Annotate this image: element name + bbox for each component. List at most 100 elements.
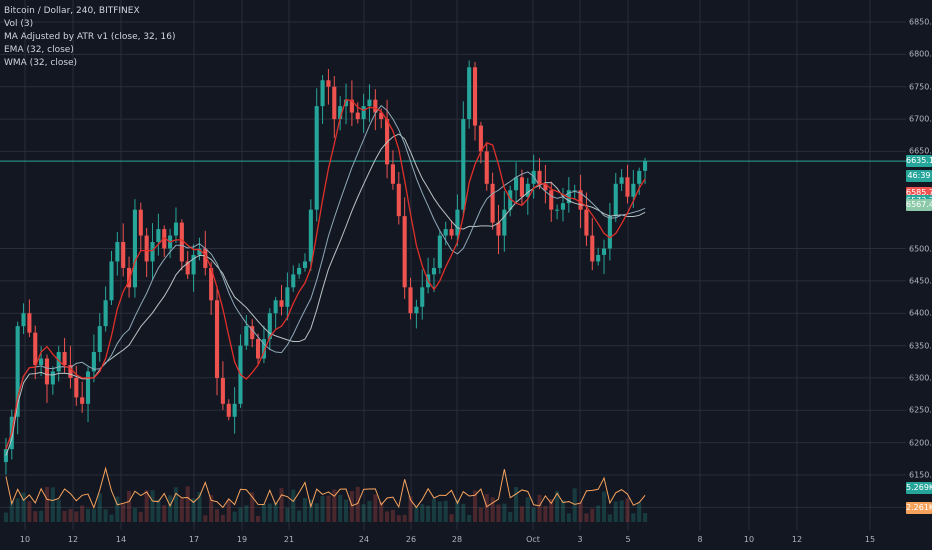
candle: [637, 170, 642, 184]
volume-bar: [285, 507, 290, 522]
volume-bar: [44, 486, 50, 522]
candle: [197, 248, 202, 255]
volume-bar: [525, 497, 530, 522]
volume-bar: [560, 500, 566, 522]
candle: [109, 261, 114, 301]
volume-bar: [33, 511, 38, 522]
candle: [302, 261, 308, 268]
candle: [39, 358, 44, 365]
time-label: 5: [625, 535, 631, 544]
volume-bar: [226, 499, 231, 522]
volume-bar: [543, 505, 548, 522]
candle: [560, 203, 566, 210]
price-label: 6200.0: [909, 438, 932, 448]
candle: [443, 229, 448, 236]
candle: [361, 106, 366, 120]
volume-bar: [91, 508, 96, 522]
volume-bar: [273, 502, 278, 522]
volume-bar: [390, 509, 395, 522]
candle: [85, 371, 91, 404]
volume-bar: [9, 500, 14, 522]
candle: [555, 209, 560, 211]
candle: [332, 86, 337, 120]
time-label: 26: [405, 535, 417, 544]
candle: [127, 267, 132, 288]
candle: [285, 287, 290, 307]
volume-bar: [402, 514, 407, 522]
candle: [478, 125, 483, 152]
candle: [68, 364, 73, 378]
candle: [132, 209, 137, 288]
candle: [496, 222, 501, 236]
volume-bar: [449, 514, 454, 522]
volume-bar: [519, 506, 524, 522]
volume-bar: [631, 513, 636, 522]
candle: [121, 242, 126, 268]
candle: [508, 190, 513, 210]
volume-bar: [267, 503, 272, 522]
volume-bar: [302, 497, 308, 522]
candle: [367, 99, 372, 107]
candle: [156, 229, 161, 243]
candle: [414, 306, 419, 314]
candle: [56, 352, 61, 372]
price-label: 6700.0: [909, 114, 932, 124]
time-label: 12: [791, 535, 803, 544]
candle: [396, 183, 401, 217]
volume-bar: [572, 488, 577, 522]
time-label: 15: [864, 535, 876, 544]
candle: [379, 112, 384, 120]
candle: [326, 80, 331, 87]
candle: [625, 177, 630, 197]
indicator-wma[interactable]: WMA (32, close): [4, 58, 78, 68]
candle: [343, 99, 349, 107]
candle: [297, 267, 302, 275]
volume-bar: [426, 505, 431, 522]
volume-bar: [138, 512, 143, 522]
volume-bar: [214, 509, 220, 522]
volume-bar: [414, 506, 419, 522]
volume-bar: [68, 509, 73, 522]
indicator-ema[interactable]: EMA (32, close): [4, 45, 74, 55]
candle: [44, 358, 50, 385]
volume-bar: [549, 498, 554, 522]
chart-background: [0, 0, 906, 530]
volume-bar: [379, 501, 384, 522]
candle: [402, 216, 407, 288]
candle: [449, 229, 454, 236]
candle: [355, 112, 360, 120]
candle: [543, 183, 548, 191]
candle: [455, 209, 460, 236]
volume-bar: [596, 505, 601, 522]
price-chart[interactable]: [0, 0, 906, 530]
candle: [203, 248, 208, 268]
price-axis[interactable]: 6850.0 6800.0 6750.0 6700.0 6650.0 6500.0 6450…: [906, 0, 932, 530]
indicator-volume[interactable]: Vol (3): [4, 19, 34, 29]
volume-bar: [355, 486, 360, 522]
volume-bar: [385, 511, 390, 522]
volume-bar: [85, 508, 91, 522]
volume-bar: [156, 499, 161, 522]
volume-bar: [203, 515, 208, 522]
candle: [525, 183, 530, 197]
candle: [308, 209, 313, 262]
volume-bar: [484, 494, 489, 522]
time-axis[interactable]: 10 12 14 17 19 21 24 26 28 Oct 3 5 8 10 12 15: [0, 530, 906, 550]
candle: [21, 313, 26, 327]
time-label: 10: [19, 535, 31, 544]
volume-bar: [420, 504, 425, 522]
candle: [373, 99, 378, 113]
candle: [596, 254, 601, 262]
volume-bar: [127, 490, 132, 522]
candle: [484, 151, 489, 184]
symbol-title[interactable]: Bitcoin / Dollar, 240, BITFINEX: [4, 6, 140, 16]
indicator-ma-atr[interactable]: MA Adjusted by ATR v1 (close, 32, 16): [4, 32, 176, 42]
candle: [578, 190, 583, 210]
candle: [80, 397, 85, 404]
candle: [97, 326, 102, 353]
volume-bar: [367, 500, 372, 522]
volume-bar: [197, 492, 202, 522]
price-badge: 46:39: [906, 170, 932, 183]
volume-bar: [291, 489, 296, 522]
candle: [173, 222, 179, 236]
